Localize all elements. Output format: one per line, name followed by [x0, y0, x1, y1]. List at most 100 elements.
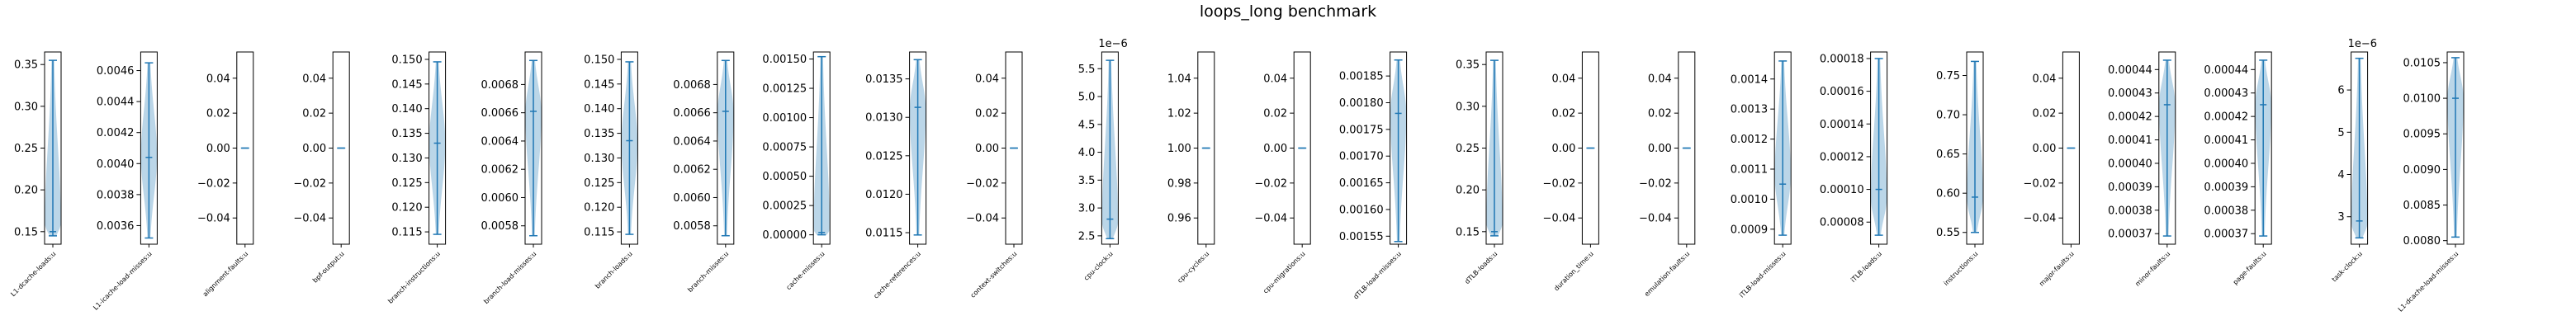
y-tick-label: 0.0060 [673, 192, 711, 205]
y-tick-label: 0.20 [1456, 185, 1480, 197]
y-tick-label: 0.135 [584, 128, 614, 140]
y-tick-label: −0.04 [197, 213, 230, 225]
violin-panel: −0.04 −0.02 0.00 0.02 0.04 cpu-migrations:u [1254, 51, 1311, 295]
y-tick-label: 0.00016 [1820, 86, 1864, 98]
violin-panel: −0.04 −0.02 0.00 0.02 0.04 bpf-output:u [293, 51, 350, 285]
y-tick-label: 0.0066 [481, 107, 519, 120]
x-category-label: iTLB-load-misses:u [1738, 250, 1787, 299]
y-tick-label: 5.5 [1078, 64, 1096, 76]
y-tick-label: 4.0 [1078, 147, 1096, 159]
axis-offset-label: 1e−6 [2348, 38, 2377, 50]
y-tick-label: 0.96 [1167, 213, 1191, 225]
axis-offset-label: 1e−6 [1098, 38, 1127, 50]
y-tick-label: 1.00 [1167, 143, 1191, 155]
x-category-label: emulation-faults:u [1643, 250, 1691, 298]
y-tick-label: 2.5 [1078, 230, 1096, 243]
y-tick-label: 0.35 [1456, 59, 1480, 72]
y-tick-label: 0.00 [2032, 143, 2056, 155]
y-tick-label: 0.00155 [1339, 231, 1384, 243]
y-tick-label: 0.04 [1551, 73, 1575, 85]
y-tick-label: 0.25 [14, 143, 38, 155]
y-tick-label: 0.0125 [865, 150, 903, 163]
x-category-label: branch-instructions:u [386, 250, 442, 305]
y-tick-label: 0.00014 [1820, 119, 1864, 131]
y-tick-label: 0.0068 [673, 79, 711, 92]
y-tick-label: 0.0013 [1731, 104, 1769, 116]
y-tick-label: 0.04 [2032, 73, 2056, 85]
y-tick-label: 3 [2337, 211, 2344, 224]
x-category-label: L1-icache-load-misses:u [92, 250, 154, 312]
violin-panel: −0.04 −0.02 0.00 0.02 0.04 context-switches:u [966, 51, 1023, 299]
y-tick-label: 0.0064 [481, 135, 519, 148]
violin-panel: 3 4 5 6 task-clock:u 1e−6 [2331, 38, 2377, 283]
y-tick-label: 0.0135 [865, 73, 903, 86]
y-tick-label: 0.00040 [2204, 158, 2248, 170]
violin-panels: 0.15 0.20 0.25 0.30 0.35 L1-dcache-loads:u 0.0… [9, 38, 2465, 314]
y-tick-label: 0.00 [975, 143, 999, 155]
x-category-label: L1-dcache-load-misses:u [2397, 250, 2460, 314]
y-tick-label: −0.04 [2024, 213, 2057, 225]
violin-panel: −0.04 −0.02 0.00 0.02 0.04 emulation-faults:u [1639, 51, 1696, 298]
chart-title: loops_long benchmark [1200, 2, 1376, 21]
y-tick-label: 0.140 [584, 103, 614, 116]
x-category-label: branch-loads:u [594, 250, 634, 290]
y-tick-label: 0.00000 [762, 229, 807, 242]
violin-panel: 0.0080 0.0085 0.0090 0.0095 0.0100 0.0105 L1-d… [2397, 51, 2465, 314]
y-tick-label: 0.00037 [2204, 229, 2248, 241]
y-tick-label: 0.02 [1648, 108, 1672, 120]
y-tick-label: 0.130 [391, 153, 422, 165]
x-category-label: dTLB-load-misses:u [1352, 250, 1403, 301]
y-tick-label: 0.00050 [762, 171, 807, 183]
y-tick-label: 0.00042 [2108, 111, 2152, 124]
y-tick-label: −0.04 [1543, 213, 1576, 225]
y-tick-label: 0.15 [1456, 226, 1480, 238]
y-tick-label: 0.02 [2032, 108, 2056, 120]
violin-panel: 0.0009 0.0010 0.0011 0.0012 0.0013 0.0014 iTLB… [1731, 51, 1792, 299]
y-tick-label: 0.00 [302, 143, 326, 155]
y-tick-label: −0.02 [966, 177, 999, 190]
y-tick-label: 0.0068 [481, 79, 519, 92]
y-tick-label: 0.0046 [97, 65, 135, 78]
y-tick-label: 0.0038 [97, 189, 135, 201]
y-tick-label: 0.00165 [1339, 177, 1384, 190]
y-tick-label: 0.00039 [2204, 182, 2248, 194]
y-tick-label: 0.135 [391, 128, 422, 140]
y-tick-label: 0.0058 [673, 220, 711, 233]
y-tick-label: 0.00038 [2204, 205, 2248, 217]
y-tick-label: 0.35 [14, 59, 38, 72]
y-tick-label: 0.00 [206, 143, 230, 155]
x-category-label: dTLB-loads:u [1463, 250, 1499, 285]
y-tick-label: 0.0058 [481, 220, 519, 233]
y-tick-label: 0.00008 [1820, 217, 1864, 229]
y-tick-label: 0.30 [14, 101, 38, 113]
y-tick-label: 4 [2337, 169, 2344, 182]
y-tick-label: 0.00038 [2108, 205, 2152, 217]
violin-panel: 0.00037 0.00038 0.00039 0.00040 0.00041 0.000… [2204, 51, 2272, 286]
y-tick-label: 0.0064 [673, 135, 711, 148]
y-tick-label: 0.00 [1551, 143, 1575, 155]
x-category-label: branch-load-misses:u [482, 250, 537, 305]
violin-panel: −0.04 −0.02 0.00 0.02 0.04 major-faults:u [2024, 51, 2080, 288]
y-tick-label: 0.0036 [97, 220, 135, 233]
y-tick-label: 0.00150 [762, 54, 807, 66]
y-tick-label: 0.00041 [2204, 134, 2248, 147]
violin-panel: 0.15 0.20 0.25 0.30 0.35 dTLB-loads:u [1456, 51, 1503, 285]
y-tick-label: 0.00 [1263, 143, 1287, 155]
y-tick-label: 0.55 [1936, 227, 1960, 239]
y-tick-label: 0.00180 [1339, 97, 1384, 110]
x-category-label: cache-references:u [872, 250, 922, 300]
y-tick-label: 0.150 [584, 54, 614, 66]
y-tick-label: 0.0062 [481, 164, 519, 177]
y-tick-label: 0.140 [391, 103, 422, 116]
y-tick-label: 0.00041 [2108, 134, 2152, 147]
y-tick-label: 0.98 [1167, 177, 1191, 190]
y-tick-label: 0.00 [1648, 143, 1672, 155]
y-tick-label: 0.0014 [1731, 73, 1769, 86]
y-tick-label: 0.0009 [1731, 224, 1769, 236]
y-tick-label: 0.60 [1936, 188, 1960, 200]
x-category-label: branch-misses:u [686, 250, 730, 294]
y-tick-label: 6 [2337, 85, 2344, 97]
y-tick-label: 0.00043 [2204, 87, 2248, 100]
violin-panel: −0.04 −0.02 0.00 0.02 0.04 alignment-faults:u [197, 51, 254, 298]
y-tick-label: 3.5 [1078, 175, 1096, 187]
